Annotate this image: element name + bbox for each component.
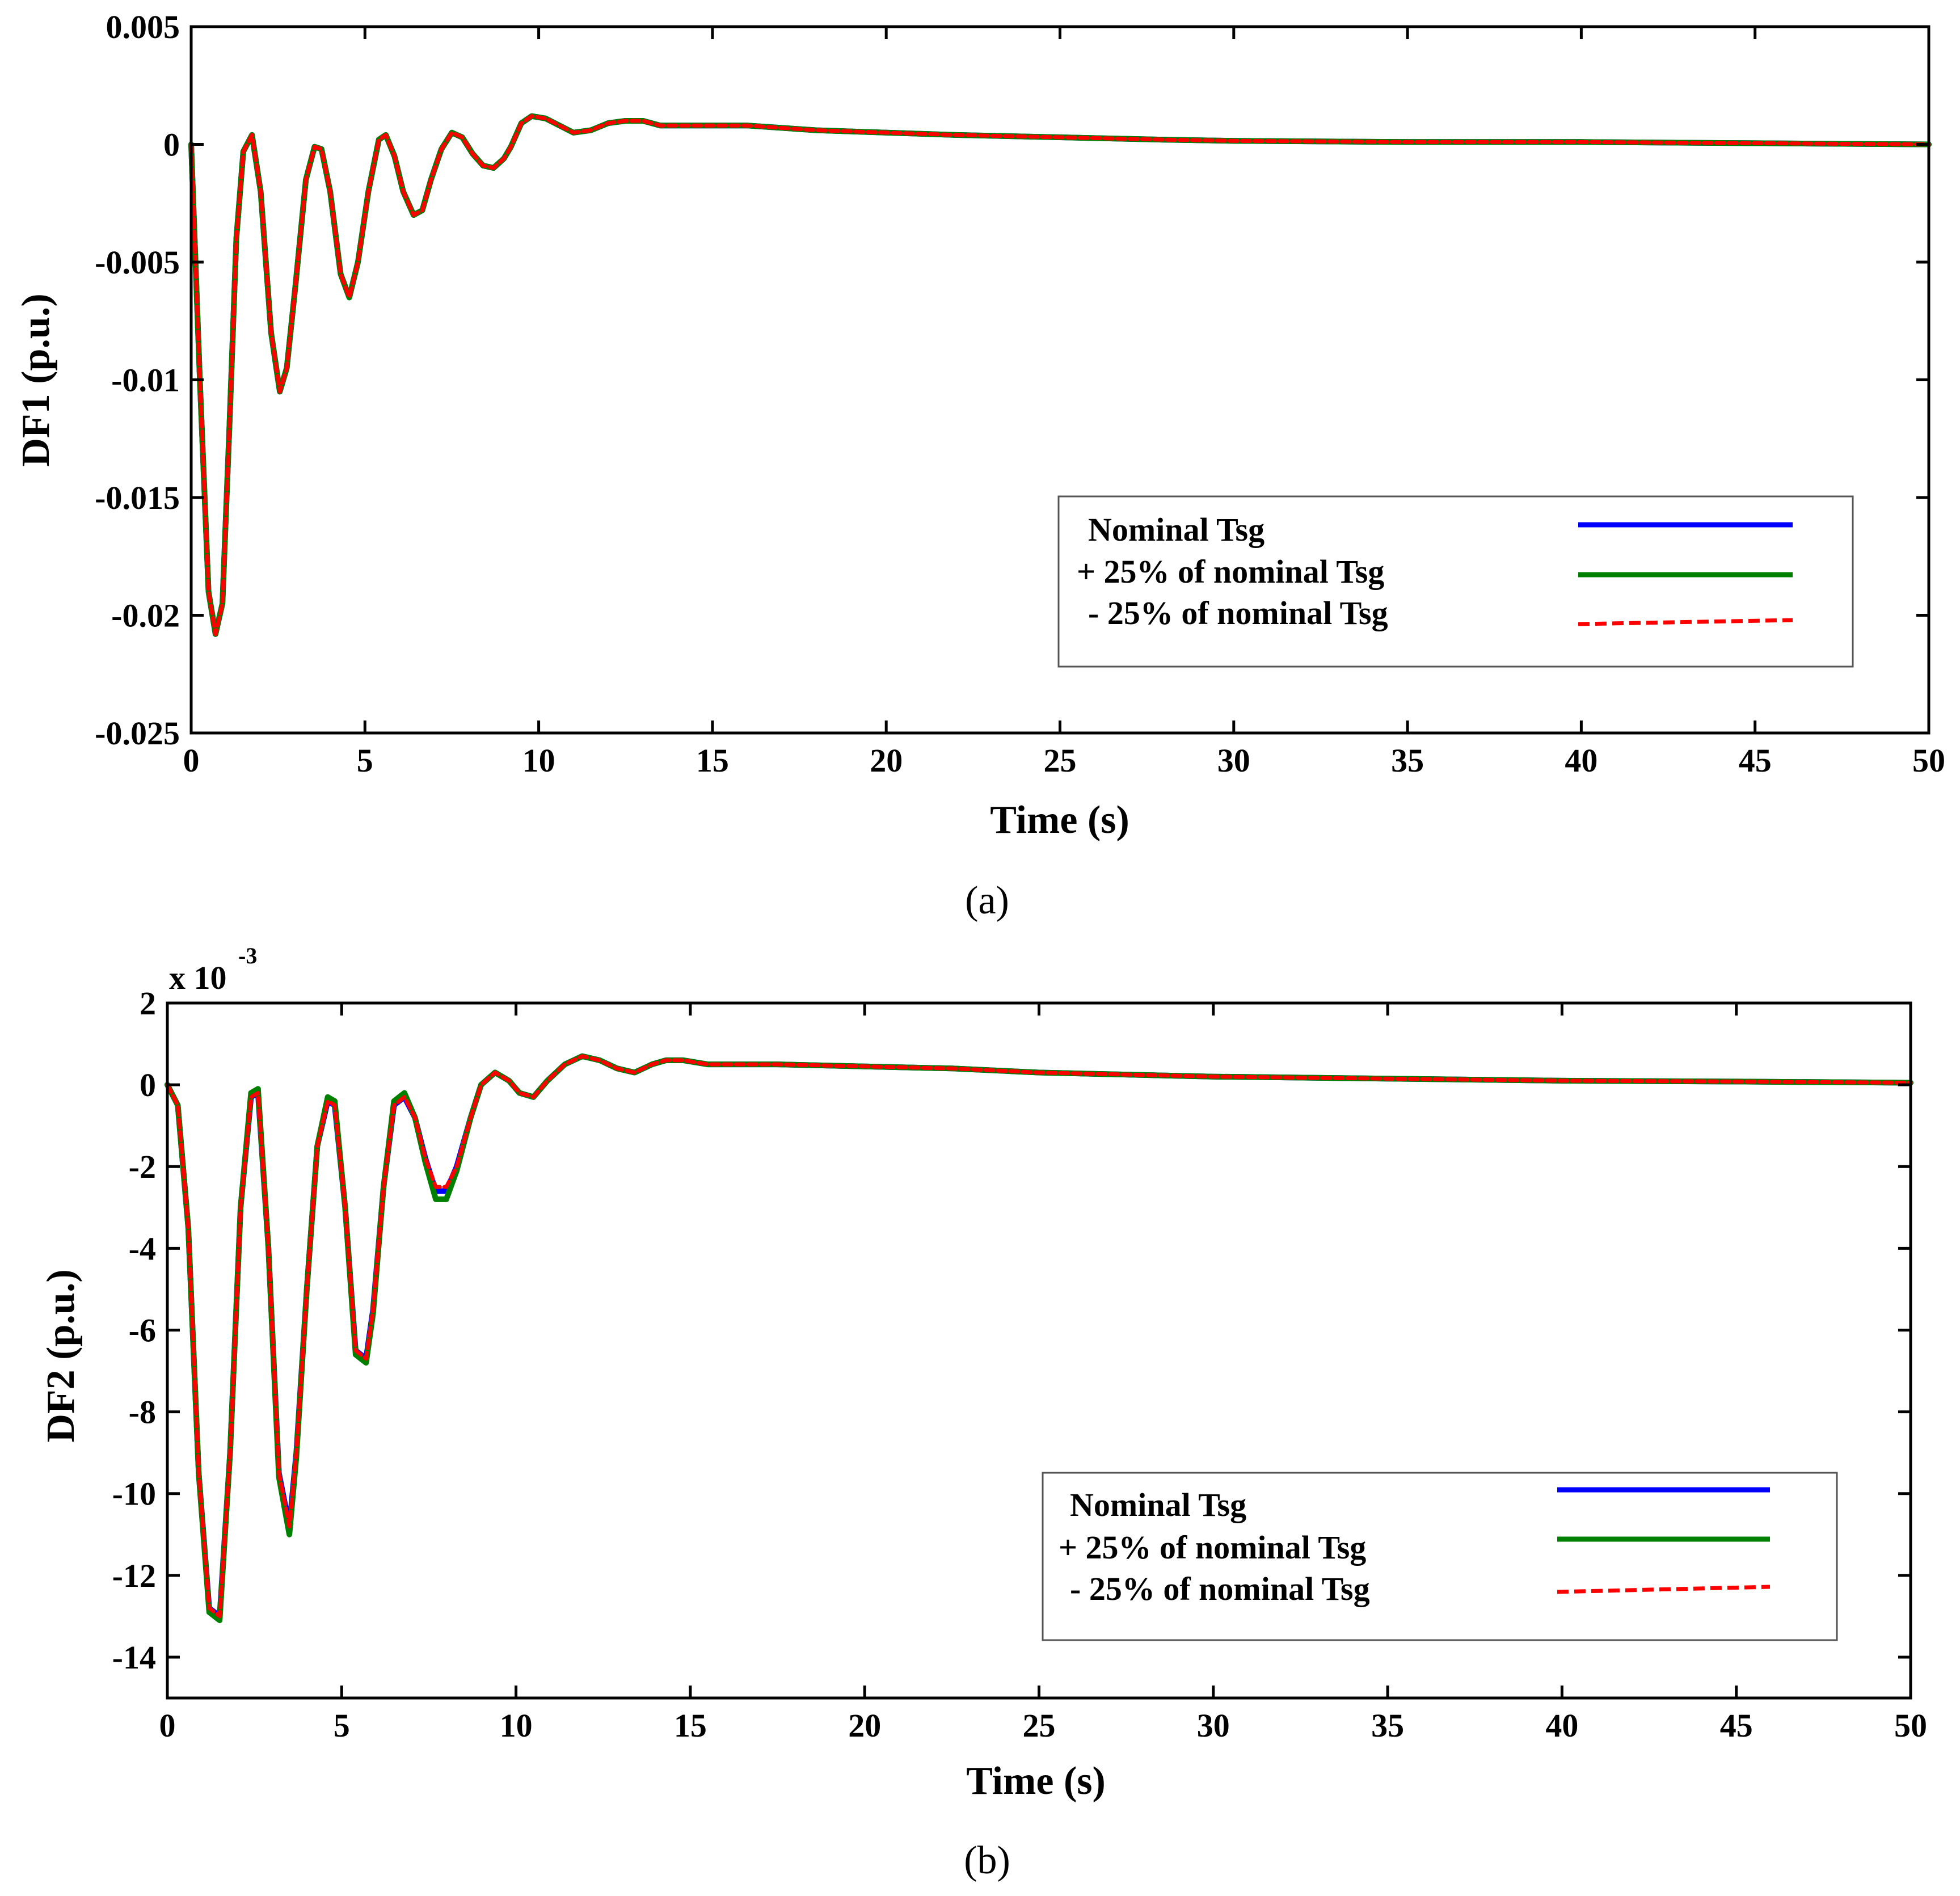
panel-label-b: (b) <box>964 1839 1010 1882</box>
x-axis-title-b: Time (s) <box>966 1759 1106 1803</box>
legend-swatch-minus-25 <box>1578 618 1793 626</box>
x-tick-label-b: 10 <box>500 1707 533 1744</box>
y-tick-label-b: -14 <box>112 1639 156 1676</box>
x-tick-label-a: 10 <box>522 742 555 779</box>
axis-ticks-a: 0 5 10 15 20 25 30 35 40 45 50 0.005 0 -0.005 -0.01 -0.… <box>95 9 1945 779</box>
x-tick-label-b: 0 <box>159 1707 176 1744</box>
y-tick-label-b: -6 <box>129 1312 156 1349</box>
y-tick-label-a: 0 <box>163 127 180 163</box>
x-tick-label-b: 50 <box>1894 1707 1927 1744</box>
series-line-25-of-nominal-tsg-b <box>165 1054 1913 1619</box>
x-tick-label-b: 35 <box>1371 1707 1404 1744</box>
y-tick-label-a: -0.005 <box>95 244 180 281</box>
x-axis-title-a: Time (s) <box>990 798 1129 842</box>
x-tick-label-b: 40 <box>1545 1707 1578 1744</box>
legend-label-nominal: Nominal Tsg <box>1070 1486 1246 1523</box>
y-tick-label-b: -2 <box>129 1148 156 1185</box>
y-tick-label-a: -0.025 <box>95 715 180 752</box>
x-tick-label-a: 0 <box>183 742 200 779</box>
legend-label-plus-25: + 25% of nominal Tsg <box>1059 1529 1366 1566</box>
y-tick-label-b: -12 <box>112 1557 156 1594</box>
x-tick-label-b: 45 <box>1720 1707 1753 1744</box>
x-tick-label-a: 20 <box>870 742 903 779</box>
x-tick-label-b: 25 <box>1023 1707 1056 1744</box>
y-scale-multiplier: x 10 <box>169 959 227 996</box>
x-tick-label-b: 20 <box>848 1707 881 1744</box>
x-tick-label-a: 5 <box>357 742 373 779</box>
x-tick-label-a: 35 <box>1391 742 1424 779</box>
legend-label-nominal: Nominal Tsg <box>1088 511 1264 548</box>
series-line-25-of-nominal-tsg-a <box>189 114 1931 637</box>
legend-swatch-minus-25 <box>1557 1585 1771 1594</box>
x-tick-label-a: 15 <box>696 742 729 779</box>
x-tick-label-b: 30 <box>1197 1707 1230 1744</box>
y-tick-label-a: -0.02 <box>111 597 180 634</box>
x-tick-label-a: 45 <box>1739 742 1772 779</box>
chart-panel-a: 0 5 10 15 20 25 30 35 40 45 50 0.005 0 -0.005 -0.01 -0.… <box>14 9 1945 922</box>
plot-area-b <box>165 1053 1913 1624</box>
panel-label-a: (a) <box>965 879 1009 922</box>
x-tick-label-a: 40 <box>1565 742 1597 779</box>
y-axis-title-b: DF2 (p.u.) <box>39 1269 83 1442</box>
chart-panel-b: 0 5 10 15 20 25 30 35 40 45 5020-2-4-6-8-10-12-14 … <box>39 943 1927 1882</box>
x-tick-label-b: 5 <box>334 1707 350 1744</box>
x-tick-label-a: 25 <box>1044 742 1077 779</box>
y-scale-exponent: -3 <box>238 943 257 968</box>
plot-area-a <box>188 113 1932 637</box>
y-axis-title-a: DF1 (p.u.) <box>14 293 58 466</box>
legend-label-plus-25: + 25% of nominal Tsg <box>1077 553 1384 590</box>
legend-box-b <box>1042 1472 1838 1641</box>
x-tick-label-a: 50 <box>1912 742 1945 779</box>
y-tick-label-b: -4 <box>129 1230 156 1267</box>
legend-label-minus-25: - 25% of nominal Tsg <box>1070 1570 1370 1607</box>
y-tick-label-a: -0.01 <box>111 362 180 399</box>
x-tick-label-a: 30 <box>1217 742 1250 779</box>
y-tick-label-b: -10 <box>112 1476 156 1512</box>
y-tick-label-b: 0 <box>140 1067 156 1103</box>
y-tick-label-b: 2 <box>140 985 156 1022</box>
y-tick-label-b: -8 <box>129 1394 156 1431</box>
y-tick-label-a: 0.005 <box>106 9 180 45</box>
y-tick-label-a: -0.015 <box>95 479 180 516</box>
legend-label-minus-25: - 25% of nominal Tsg <box>1088 595 1388 631</box>
legend-a: Nominal Tsg + 25% of nominal Tsg - 25% o… <box>1057 495 1854 668</box>
x-tick-label-b: 15 <box>674 1707 707 1744</box>
legend-b: Nominal Tsg + 25% of nominal Tsg - 25% o… <box>1042 1472 1838 1641</box>
